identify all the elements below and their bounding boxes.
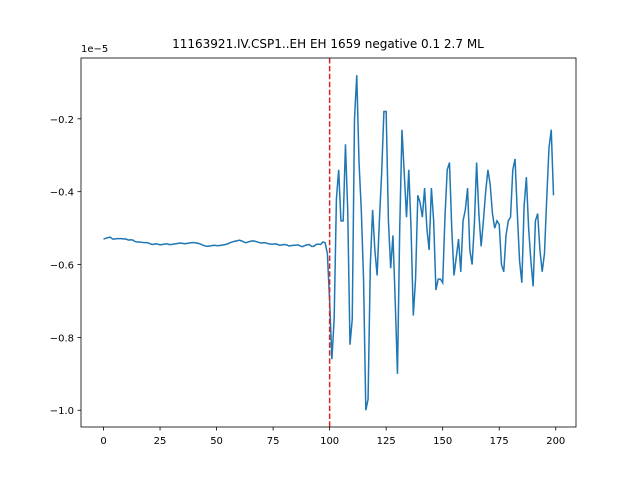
y-tick-label: −0.4: [50, 188, 74, 199]
x-tick-label: 200: [546, 436, 565, 447]
x-tick-label: 175: [490, 436, 509, 447]
x-tick-label: 150: [433, 436, 452, 447]
x-tick-label: 50: [210, 436, 223, 447]
y-tick-label: −0.8: [50, 333, 74, 344]
x-tick-label: 100: [320, 436, 339, 447]
x-tick-label: 75: [267, 436, 280, 447]
plot-frame: [80, 57, 577, 428]
x-tick-label: 125: [377, 436, 396, 447]
y-tick-label: −1.0: [50, 406, 74, 417]
x-tick-label: 25: [154, 436, 167, 447]
y-tick-label: −0.2: [50, 115, 74, 126]
y-offset-label: 1e−5: [81, 44, 108, 55]
chart-title: 11163921.IV.CSP1..EH EH 1659 negative 0.…: [172, 37, 484, 51]
data-line: [103, 75, 555, 411]
y-tick-label: −0.6: [50, 261, 74, 272]
x-tick-label: 0: [100, 436, 106, 447]
